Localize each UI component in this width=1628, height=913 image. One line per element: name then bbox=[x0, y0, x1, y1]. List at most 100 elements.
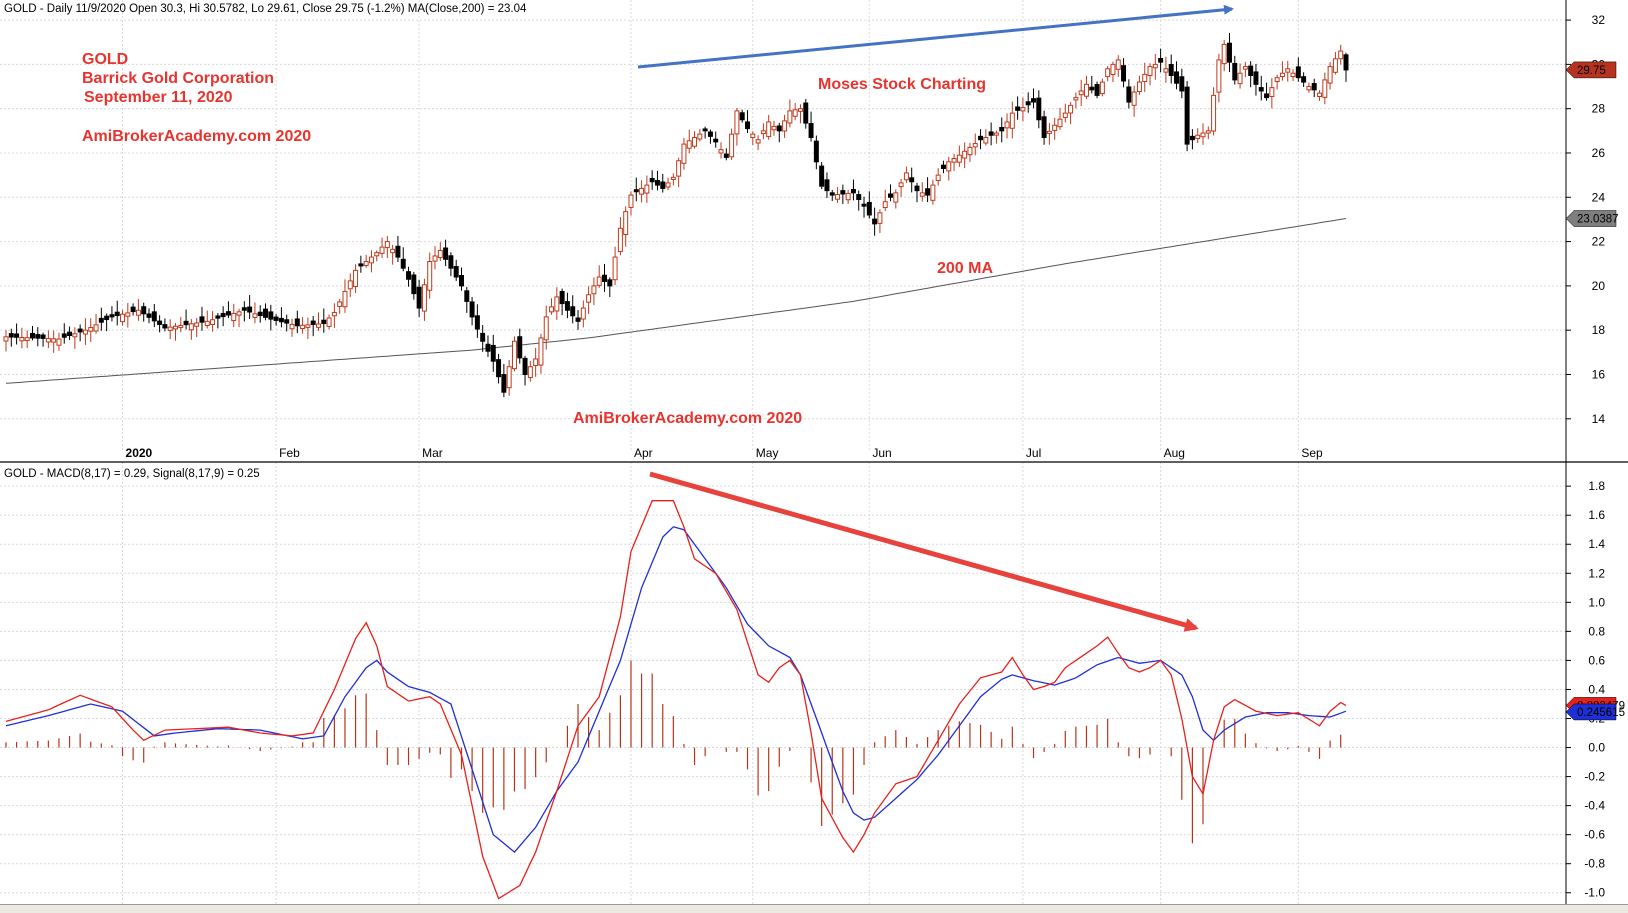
price-candle bbox=[686, 129, 692, 154]
price-candle bbox=[723, 148, 729, 161]
price-candle bbox=[1226, 32, 1232, 72]
watermark-top: AmiBrokerAcademy.com 2020 bbox=[82, 128, 311, 145]
price-candle bbox=[485, 335, 491, 357]
price-candle bbox=[1237, 63, 1243, 89]
x-axis-label: Mar bbox=[422, 446, 443, 460]
price-candle bbox=[247, 295, 253, 320]
price-candle bbox=[1258, 75, 1264, 101]
price-candle bbox=[432, 246, 438, 270]
price-candle bbox=[263, 303, 269, 321]
price-candle bbox=[1163, 56, 1169, 83]
price-candle bbox=[1158, 48, 1164, 73]
price-y-tick: 24 bbox=[1592, 190, 1606, 204]
price-candle bbox=[448, 252, 454, 277]
sheet-tabs-bar[interactable] bbox=[0, 904, 1628, 913]
price-candle bbox=[146, 308, 152, 324]
macd-y-tick: 1.0 bbox=[1588, 595, 1605, 609]
price-candle bbox=[1115, 55, 1121, 77]
price-candle bbox=[347, 273, 353, 297]
price-candle bbox=[406, 266, 412, 287]
price-candle bbox=[808, 111, 814, 142]
price-candle bbox=[104, 313, 110, 332]
price-candle bbox=[1083, 75, 1089, 100]
price-candle bbox=[978, 129, 984, 150]
price-candle bbox=[1046, 122, 1052, 145]
price-candle bbox=[755, 135, 761, 151]
price-candle bbox=[925, 177, 931, 203]
price-candle bbox=[1301, 72, 1307, 87]
price-candle bbox=[93, 314, 99, 334]
price-candle bbox=[40, 332, 46, 347]
price-candle bbox=[1110, 61, 1116, 83]
x-axis-label: Jun bbox=[872, 446, 891, 460]
price-candle bbox=[888, 184, 893, 202]
price-candle bbox=[77, 324, 83, 342]
price-candle bbox=[840, 184, 846, 204]
price-candle bbox=[835, 187, 841, 203]
x-axis-label: Sep bbox=[1301, 446, 1323, 460]
price-candle bbox=[813, 135, 819, 170]
price-candle bbox=[183, 309, 189, 330]
price-candle bbox=[1221, 40, 1227, 72]
price-candle bbox=[617, 217, 623, 256]
price-candle bbox=[882, 189, 888, 212]
symbol-label: GOLD bbox=[82, 51, 128, 68]
price-candle bbox=[236, 308, 242, 328]
price-candle bbox=[135, 298, 141, 321]
price-candle bbox=[1311, 78, 1317, 98]
price-candle bbox=[956, 145, 962, 167]
macd-trend-arrow bbox=[649, 471, 1199, 632]
ma-label: 200 MA bbox=[937, 260, 993, 277]
x-axis-label: Aug bbox=[1164, 446, 1185, 460]
price-candle bbox=[231, 303, 237, 328]
price-candle bbox=[654, 170, 660, 191]
price-candle bbox=[1004, 113, 1010, 139]
macd-y-tick: 0.8 bbox=[1588, 624, 1605, 638]
price-candle bbox=[877, 209, 883, 233]
macd-y-tick: 1.4 bbox=[1588, 537, 1605, 551]
price-candle bbox=[676, 157, 682, 188]
price-candle bbox=[1105, 65, 1111, 82]
price-candle bbox=[141, 302, 147, 322]
price-candle bbox=[1264, 82, 1270, 101]
price-candle bbox=[257, 305, 263, 323]
price-candle bbox=[72, 327, 78, 349]
price-candle bbox=[1253, 63, 1259, 96]
price-candle bbox=[390, 244, 396, 265]
price-candle bbox=[1078, 79, 1084, 107]
macd-y-tick: 1.6 bbox=[1588, 508, 1605, 522]
price-y-tick: 28 bbox=[1592, 102, 1606, 116]
price-candle bbox=[1036, 90, 1042, 129]
price-candle bbox=[575, 310, 581, 330]
price-candle bbox=[273, 314, 279, 326]
price-candle bbox=[215, 312, 221, 329]
price-candle bbox=[729, 128, 735, 160]
price-y-tick: 22 bbox=[1592, 235, 1606, 249]
price-candle bbox=[1216, 53, 1222, 103]
price-candle bbox=[379, 237, 385, 258]
price-candle bbox=[511, 336, 517, 372]
price-candle bbox=[56, 332, 62, 351]
price-candle bbox=[188, 319, 194, 340]
price-candle bbox=[639, 180, 645, 203]
price-candle bbox=[14, 323, 20, 345]
price-candle bbox=[1285, 60, 1291, 82]
price-candle bbox=[130, 303, 136, 316]
price-candle bbox=[988, 122, 994, 146]
price-candle bbox=[623, 206, 629, 247]
price-candle bbox=[1200, 123, 1206, 145]
price-candle bbox=[490, 334, 496, 372]
price-candle bbox=[1062, 103, 1068, 123]
macd-line bbox=[5, 500, 1347, 900]
price-candle bbox=[1031, 88, 1036, 109]
price-candle bbox=[501, 363, 507, 398]
price-candle bbox=[972, 133, 978, 156]
macd-y-tick: 0.6 bbox=[1588, 653, 1605, 667]
price-candle bbox=[3, 330, 9, 352]
price-candle bbox=[856, 190, 862, 211]
price-candle bbox=[210, 311, 216, 332]
price-candle bbox=[718, 142, 724, 159]
brand-label: Moses Stock Charting bbox=[818, 76, 986, 93]
price-candle bbox=[946, 156, 952, 181]
price-candle bbox=[1136, 75, 1142, 95]
